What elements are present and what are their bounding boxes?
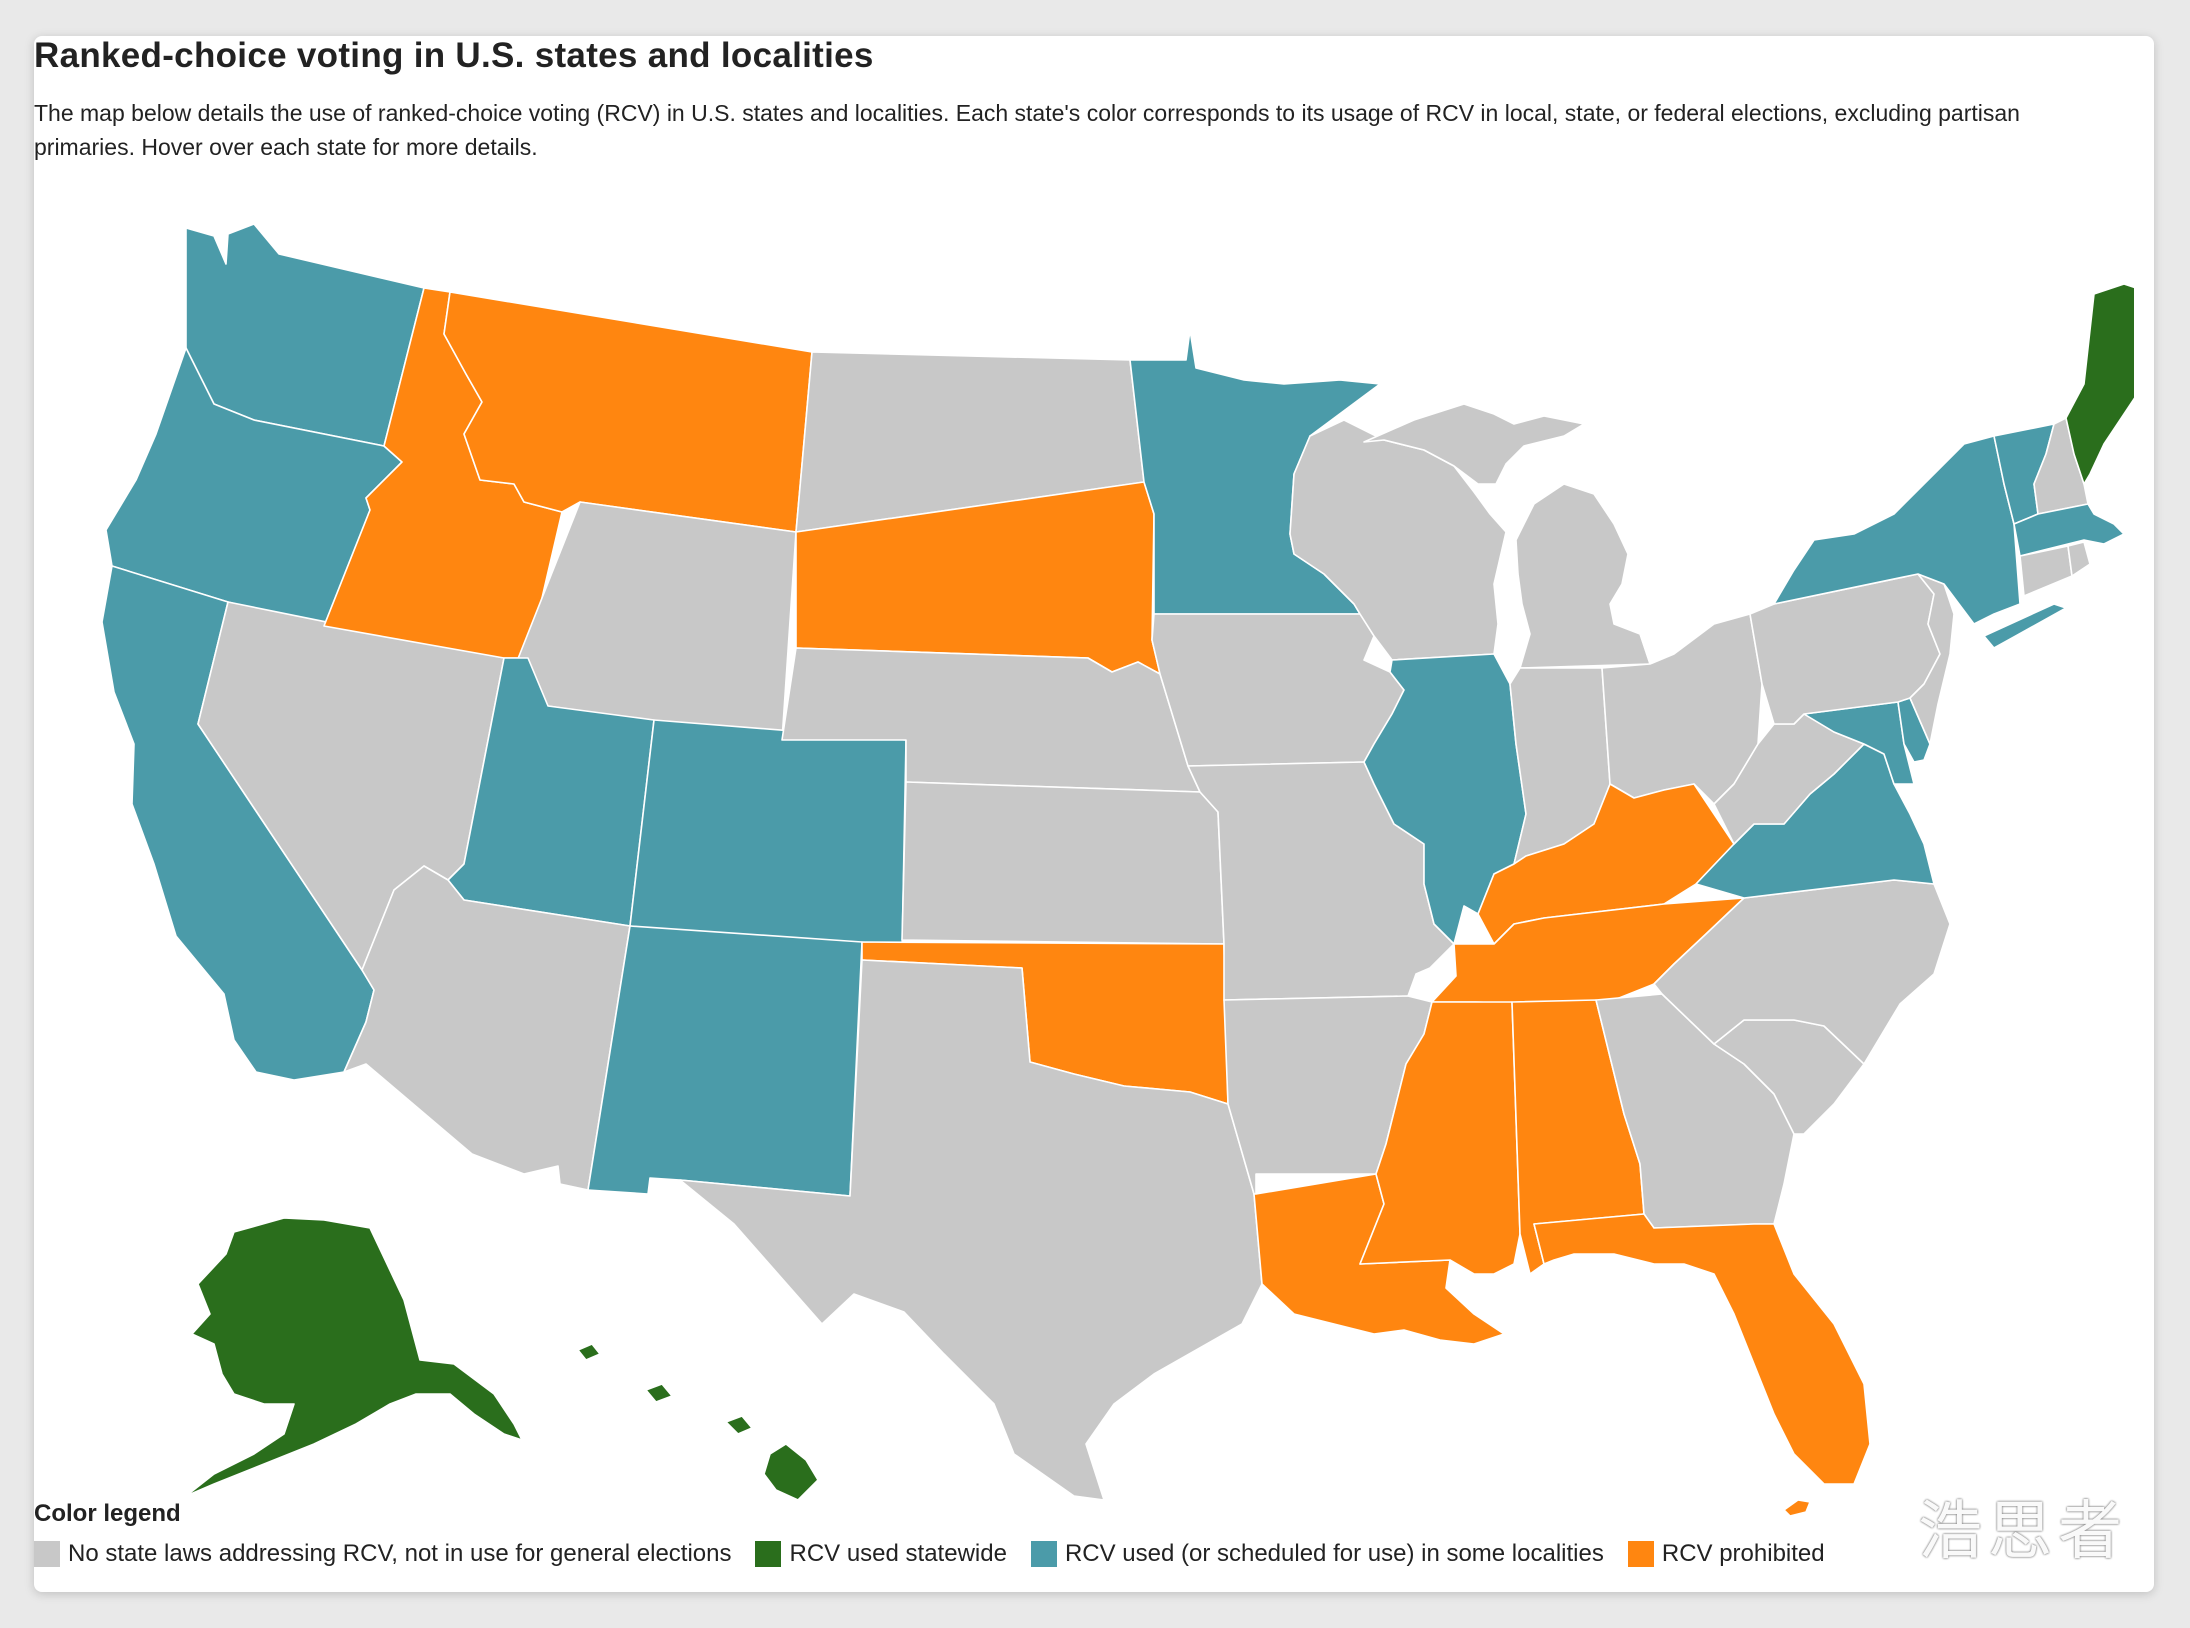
legend-item-localities: RCV used (or scheduled for use) in some … xyxy=(1030,1540,1604,1568)
state-FL[interactable] xyxy=(1533,1213,1871,1485)
legend-label-none: No state laws addressing RCV, not in use… xyxy=(68,1540,732,1567)
watermark: 浩思者 xyxy=(1918,1495,2128,1569)
legend-swatch-prohibited xyxy=(1627,1541,1654,1567)
state-MS[interactable] xyxy=(1359,1001,1521,1275)
state-FL-keys[interactable] xyxy=(1783,1499,1811,1517)
state-TN[interactable] xyxy=(1431,897,1745,1005)
state-IA[interactable] xyxy=(1151,613,1405,767)
color-legend: No state laws addressing RCV, not in use… xyxy=(34,1540,1825,1568)
state-HI-bigisland[interactable] xyxy=(763,1443,819,1501)
legend-label-statewide: RCV used statewide xyxy=(789,1540,1007,1567)
map-description: The map below details the use of ranked-… xyxy=(34,100,2020,160)
state-MA[interactable] xyxy=(2013,503,2125,557)
state-HI-oahu[interactable] xyxy=(645,1383,673,1403)
legend-swatch-statewide xyxy=(755,1541,782,1567)
state-ME[interactable] xyxy=(2065,283,2134,485)
page-title: Ranked-choice voting in U.S. states and … xyxy=(34,36,874,75)
state-AK[interactable] xyxy=(185,1217,523,1497)
legend-swatch-none xyxy=(34,1541,60,1567)
state-TX[interactable] xyxy=(679,959,1263,1501)
state-KS[interactable] xyxy=(901,781,1225,945)
legend-item-prohibited: RCV prohibited xyxy=(1627,1540,1825,1568)
legend-item-statewide: RCV used statewide xyxy=(755,1540,1007,1568)
legend-label-prohibited: RCV prohibited xyxy=(1661,1540,1825,1567)
us-map xyxy=(101,223,2134,1517)
state-RI[interactable] xyxy=(2067,541,2091,577)
state-CO[interactable] xyxy=(629,719,907,955)
state-NM[interactable] xyxy=(587,925,863,1197)
map-card: Ranked-choice voting in U.S. states and … xyxy=(34,36,2154,1592)
legend-item-none: No state laws addressing RCV, not in use… xyxy=(34,1540,731,1568)
legend-label-localities: RCV used (or scheduled for use) in some … xyxy=(1064,1540,1604,1567)
state-NJ[interactable] xyxy=(1909,573,1955,745)
state-NY-li[interactable] xyxy=(1983,603,2067,649)
state-HI-kauai[interactable] xyxy=(577,1343,601,1361)
state-HI-maui[interactable] xyxy=(725,1415,753,1435)
legend-title: Color legend xyxy=(34,1500,181,1527)
state-AZ[interactable] xyxy=(343,865,631,1191)
state-MI[interactable] xyxy=(1515,483,1651,669)
state-MI-upper[interactable] xyxy=(1363,403,1585,485)
legend-swatch-localities xyxy=(1030,1541,1057,1567)
